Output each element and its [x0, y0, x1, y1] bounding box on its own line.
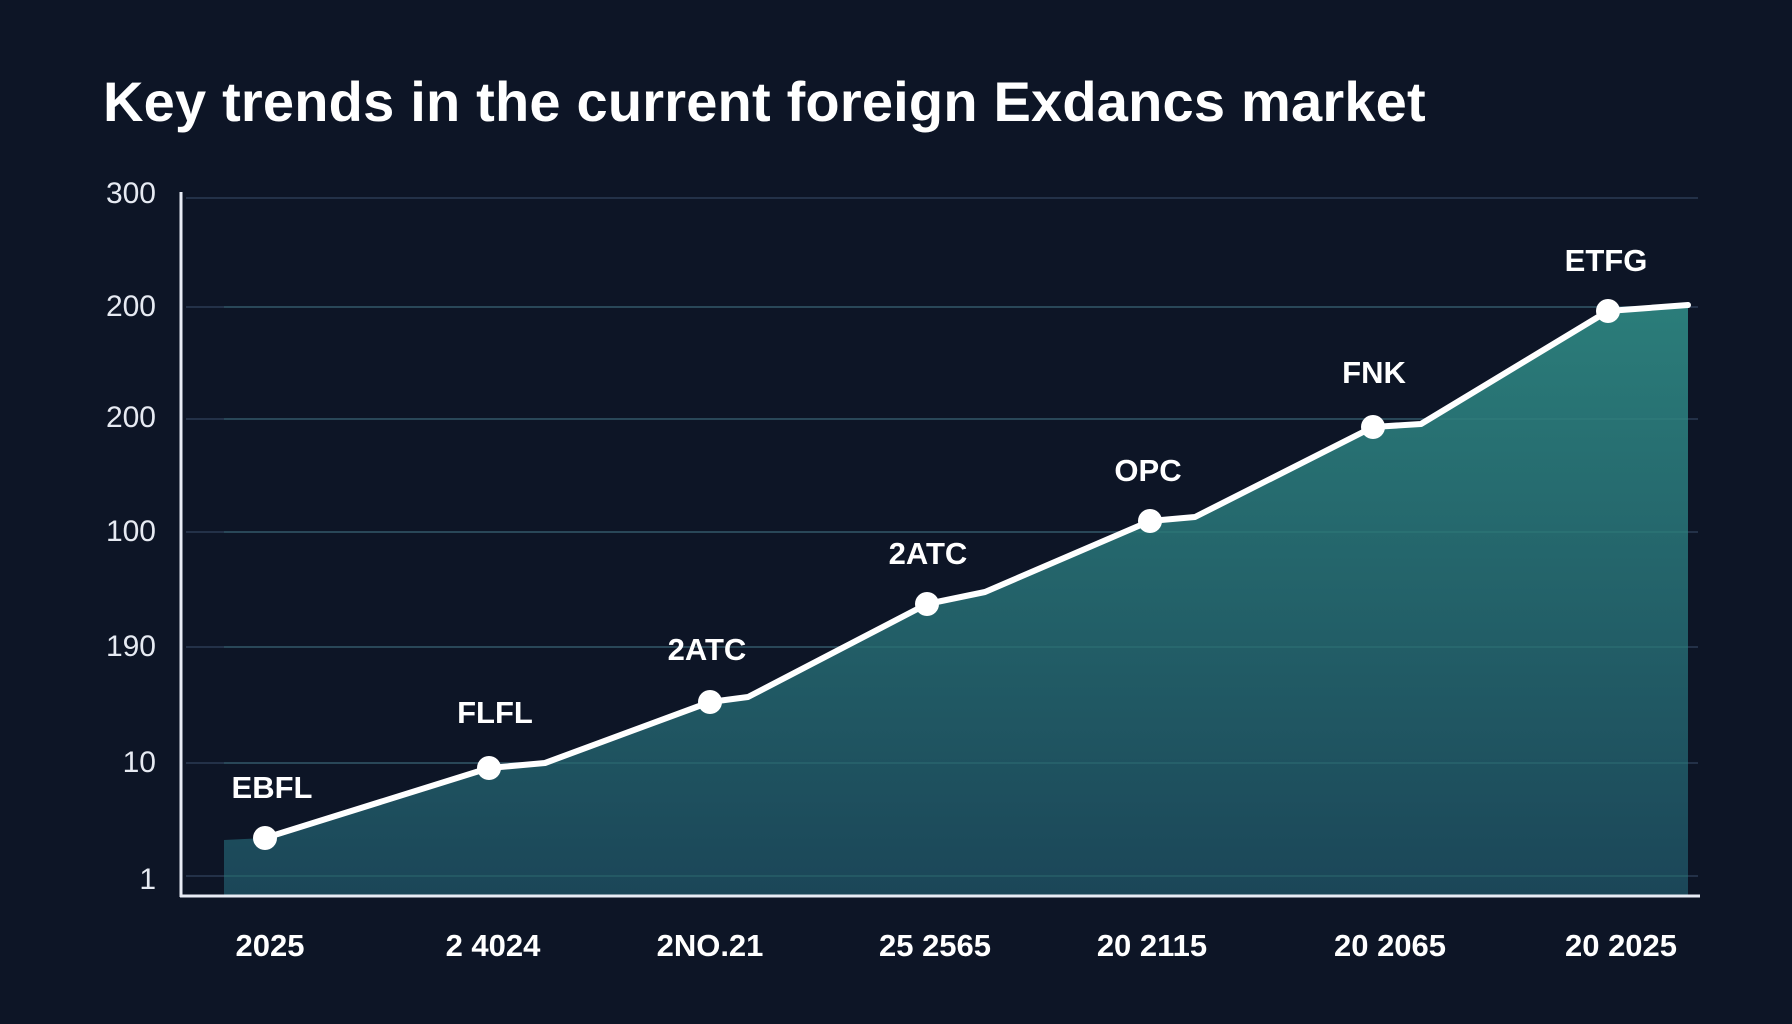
point-label: FLFL: [457, 695, 533, 730]
y-tick-label: 200: [105, 290, 156, 323]
x-tick-label: 20 2025: [1564, 928, 1678, 963]
point-label: FNK: [1342, 355, 1406, 390]
y-tick-label: 200: [105, 401, 156, 434]
x-tick-label: 20 2065: [1333, 928, 1447, 963]
point-label: OPC: [1114, 453, 1182, 488]
point-label: ETFG: [1564, 243, 1648, 278]
x-tick-label: 2025: [235, 928, 305, 963]
point-label: EBFL: [231, 770, 313, 805]
x-tick-label: 25 2565: [878, 928, 992, 963]
y-tick-label: 100: [105, 515, 156, 548]
data-point[interactable]: [1596, 299, 1620, 323]
x-tick-label: 2NO.21: [656, 928, 764, 963]
chart-title: Key trends in the current foreign Exdanc…: [103, 70, 1426, 133]
point-label: 2ATC: [667, 632, 747, 667]
data-point[interactable]: [915, 592, 939, 616]
data-points: [253, 299, 1620, 850]
x-tick-label: 2 4024: [445, 928, 541, 963]
point-label: 2ATC: [888, 536, 968, 571]
data-point[interactable]: [477, 756, 501, 780]
data-point[interactable]: [698, 690, 722, 714]
x-tick-label: 20 2115: [1096, 928, 1208, 963]
y-tick-label: 1: [139, 863, 156, 896]
data-point[interactable]: [253, 826, 277, 850]
y-tick-label: 300: [105, 177, 156, 210]
gridlines-overlay: [224, 306, 1688, 877]
data-point[interactable]: [1138, 509, 1162, 533]
data-point[interactable]: [1361, 415, 1385, 439]
y-tick-label: 190: [105, 630, 156, 663]
trend-line: [262, 302, 1691, 841]
y-tick-label: 10: [122, 746, 156, 779]
